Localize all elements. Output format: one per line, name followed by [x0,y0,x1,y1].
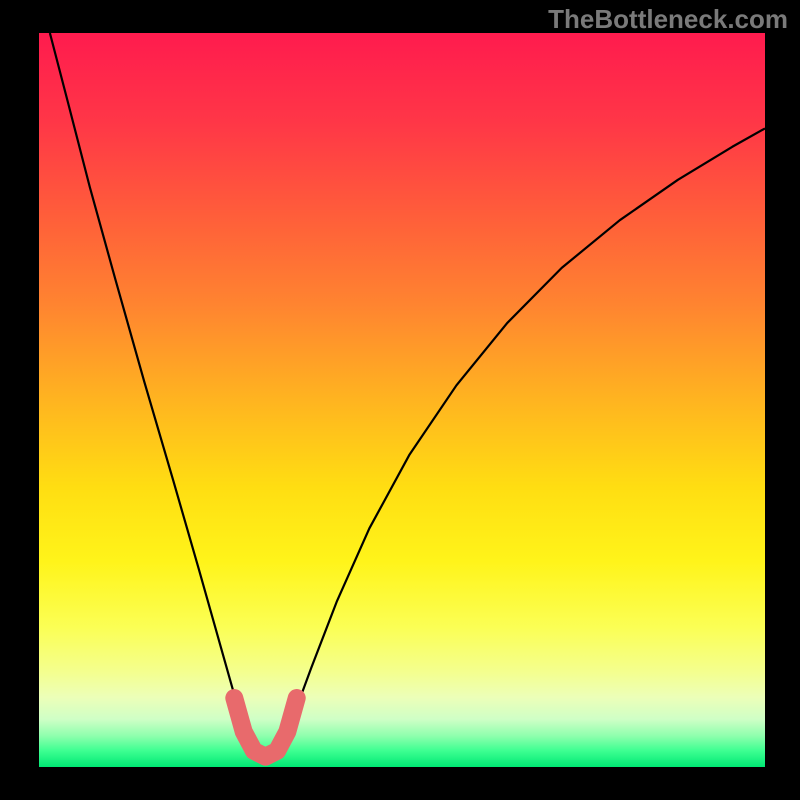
watermark-text: TheBottleneck.com [548,4,788,35]
plot-background [39,33,765,767]
chart-canvas [0,0,800,800]
